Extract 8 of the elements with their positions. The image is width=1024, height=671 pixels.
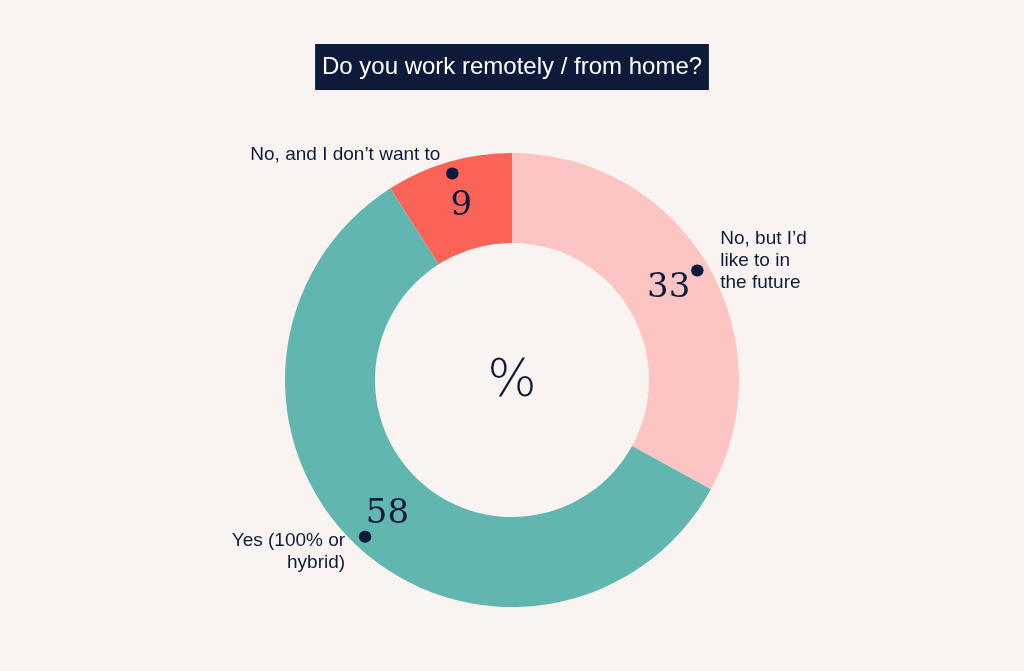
data-label: 33: [647, 265, 691, 306]
slice-label: No, but I’d like to in the future: [720, 227, 807, 293]
data-label: 58: [365, 490, 410, 531]
chart-title: Do you work remotely / from home?: [321, 52, 703, 79]
text: %: [487, 348, 537, 408]
data-label: 9: [450, 183, 473, 224]
slice-label: Yes (100% or hybrid): [231, 529, 346, 573]
slice-label: No, and I don’t want to: [250, 143, 441, 165]
